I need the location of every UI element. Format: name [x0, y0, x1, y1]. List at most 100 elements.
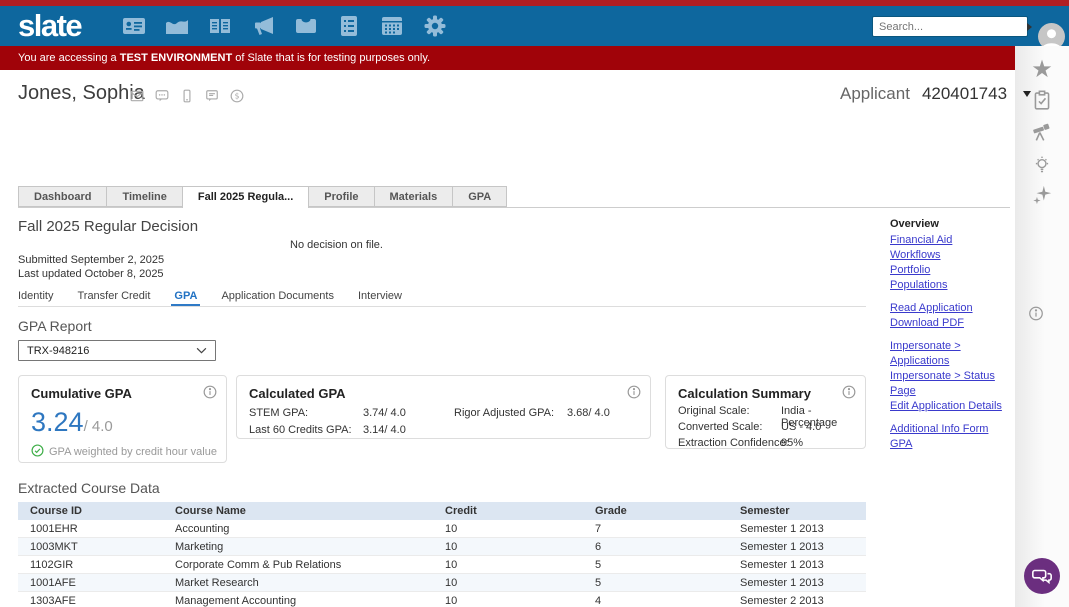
phone-icon[interactable] [180, 89, 194, 103]
subtab-gpa[interactable]: GPA [171, 290, 201, 307]
tab-gpa[interactable]: GPA [452, 186, 508, 207]
cell-grade: 6 [595, 541, 602, 553]
table-row[interactable]: 1003MKT Marketing 10 6 Semester 1 2013 [18, 538, 866, 556]
calculation-summary-title: Calculation Summary [678, 386, 811, 401]
application-title: Fall 2025 Regular Decision [18, 218, 199, 235]
table-row[interactable]: 1001AFE Market Research 10 5 Semester 1 2013 [18, 574, 866, 592]
applicant-name: Jones, Sophia [18, 82, 145, 104]
cell-course-id: 1303AFE [30, 595, 76, 607]
calculated-gpa-title: Calculated GPA [249, 386, 346, 401]
info-icon[interactable] [1028, 306, 1043, 326]
sidebar-link-impersonate-applications[interactable]: Impersonate > Applications [890, 340, 961, 367]
sidebar-link-impersonate-status-page[interactable]: Impersonate > Status Page [890, 370, 995, 397]
sidebar-link-gpa[interactable]: GPA [890, 438, 913, 450]
sparkles-icon[interactable] [1031, 184, 1053, 211]
inbox-icon[interactable] [294, 14, 318, 38]
right-utility-rail: ★ [1015, 46, 1069, 607]
reader-icon[interactable] [208, 14, 232, 38]
table-row[interactable]: 1102GIR Corporate Comm & Pub Relations 10 5… [18, 556, 866, 574]
tab-profile[interactable]: Profile [308, 186, 375, 207]
cell-course-id: 1001EHR [30, 523, 78, 535]
star-icon[interactable]: ★ [1031, 56, 1053, 83]
email-icon[interactable] [130, 89, 144, 103]
calculated-gpa-card: Calculated GPA STEM GPA: 3.74/ 4.0 Last 6… [236, 375, 651, 439]
stem-gpa-value: 3.74/ 4.0 [363, 407, 406, 419]
settings-icon[interactable] [423, 14, 447, 38]
cell-course-name: Corporate Comm & Pub Relations [175, 559, 342, 571]
sidebar-link-populations[interactable]: Populations [890, 279, 948, 291]
cell-semester: Semester 1 2013 [740, 559, 824, 571]
cell-credit: 10 [445, 523, 458, 535]
extraction-confidence-label: Extraction Confidence: [678, 437, 789, 449]
course-table-title: Extracted Course Data [18, 480, 160, 496]
col-credit: Credit [445, 505, 477, 517]
notes-icon[interactable] [205, 89, 219, 103]
chat-icon[interactable] [1024, 558, 1060, 594]
clipboard-check-icon[interactable] [1032, 90, 1053, 116]
subtab-transfer-credit[interactable]: Transfer Credit [77, 290, 151, 302]
sidebar-group: Financial Aid Workflows Portfolio Popula… [890, 233, 1012, 293]
sidebar-link-financial-aid[interactable]: Financial Aid [890, 234, 953, 246]
cell-grade: 7 [595, 523, 602, 535]
dollar-icon[interactable]: $ [230, 89, 244, 103]
check-circle-icon [31, 444, 44, 460]
table-row[interactable]: 1001EHR Accounting 10 7 Semester 1 2013 [18, 520, 866, 538]
cell-course-name: Marketing [175, 541, 224, 553]
rigor-gpa-value: 3.68/ 4.0 [567, 407, 610, 419]
sidebar-link-portfolio[interactable]: Portfolio [890, 264, 931, 276]
contacts-icon[interactable] [122, 14, 146, 38]
sidebar-link-read-application[interactable]: Read Application [890, 302, 973, 314]
applicant-switcher[interactable]: Applicant 420401743 [840, 84, 1032, 104]
sidebar-link-workflows[interactable]: Workflows [890, 249, 941, 261]
lightbulb-icon[interactable] [1032, 154, 1053, 180]
info-icon[interactable] [203, 385, 217, 404]
info-icon[interactable] [627, 385, 641, 404]
cell-semester: Semester 2 2013 [740, 595, 824, 607]
cumulative-gpa-value: 3.24 [31, 407, 84, 437]
overview-sidebar: Overview Financial Aid Workflows Portfol… [890, 218, 1012, 460]
search-input[interactable] [873, 20, 1027, 33]
converted-scale-value: US - 4.0 [781, 421, 822, 433]
converted-scale-label: Converted Scale: [678, 421, 763, 433]
info-icon[interactable] [842, 385, 856, 404]
calendar-icon[interactable] [380, 14, 404, 38]
main-content: Jones, Sophia $ Applicant 420401743 Dash… [0, 70, 1032, 607]
top-navbar: slate [0, 6, 1069, 50]
search-submit-arrow-icon[interactable] [1027, 22, 1032, 31]
applicant-id: 420401743 [921, 84, 1008, 103]
gpa-report-selected-value: TRX-948216 [27, 344, 90, 357]
tab-timeline[interactable]: Timeline [106, 186, 183, 207]
sidebar-link-edit-application-details[interactable]: Edit Application Details [890, 400, 1002, 412]
cell-course-name: Accounting [175, 523, 230, 535]
tab-fall-2025-regular[interactable]: Fall 2025 Regula... [181, 186, 310, 208]
sidebar-group: Additional Info Form GPA [890, 422, 1012, 452]
cumulative-gpa-title: Cumulative GPA [31, 386, 132, 401]
sms-icon[interactable] [155, 89, 169, 103]
last-updated-date: Last updated October 8, 2025 [18, 268, 164, 280]
nav-icon-row [122, 14, 447, 38]
sidebar-title: Overview [890, 218, 939, 230]
contact-icon-row: $ [130, 89, 244, 103]
gpa-report-select[interactable]: TRX-948216 [18, 340, 216, 361]
subtab-application-documents[interactable]: Application Documents [221, 290, 334, 302]
cell-course-name: Market Research [175, 577, 259, 589]
campaigns-icon[interactable] [251, 14, 275, 38]
original-scale-label: Original Scale: [678, 405, 750, 417]
col-grade: Grade [595, 505, 627, 517]
tab-dashboard[interactable]: Dashboard [18, 186, 108, 207]
slate-logo[interactable]: slate [18, 8, 83, 43]
table-row[interactable]: 1303AFE Management Accounting 10 4 Semester … [18, 592, 866, 607]
subtab-interview[interactable]: Interview [357, 290, 402, 302]
tab-materials[interactable]: Materials [373, 186, 454, 207]
col-course-name: Course Name [175, 505, 246, 517]
telescope-icon[interactable] [1032, 122, 1053, 148]
course-table-header: Course ID Course Name Credit Grade Semes… [18, 502, 866, 520]
subtab-identity[interactable]: Identity [18, 290, 54, 302]
reports-icon[interactable] [165, 14, 189, 38]
applicant-label: Applicant [840, 84, 910, 103]
sidebar-link-download-pdf[interactable]: Download PDF [890, 317, 964, 329]
forms-icon[interactable] [337, 14, 361, 38]
cumulative-gpa-scale: / 4.0 [83, 418, 113, 435]
cell-grade: 5 [595, 559, 602, 571]
sidebar-link-additional-info-form[interactable]: Additional Info Form [890, 423, 989, 435]
